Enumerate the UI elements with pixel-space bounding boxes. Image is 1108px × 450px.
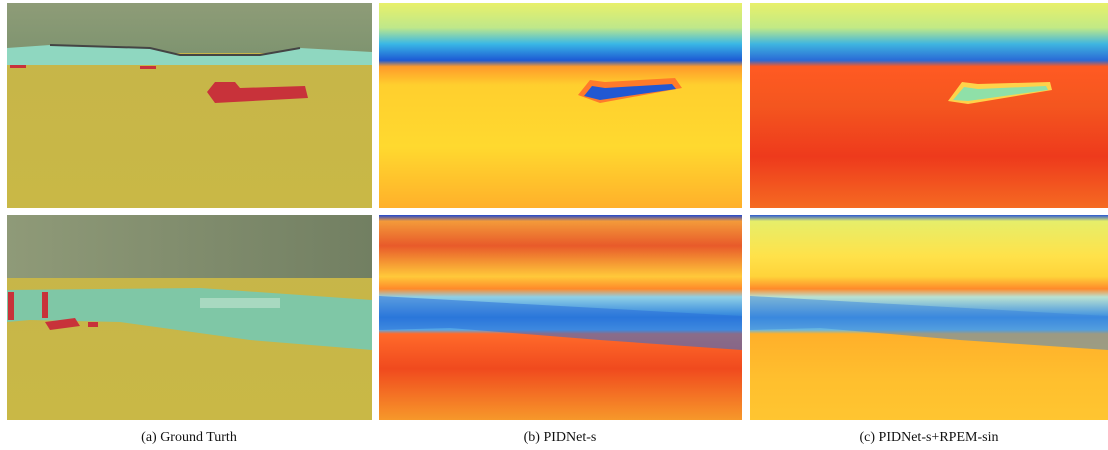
- caption: (c) PIDNet-s+RPEM-sin: [860, 430, 999, 445]
- heatmap-rpem-1: [750, 3, 1108, 208]
- ground-truth-1: [7, 3, 372, 208]
- heatmap-pidnet-1: [379, 3, 742, 208]
- caption: (b) PIDNet-s: [524, 430, 597, 445]
- heatmap-rpem-2: [750, 215, 1108, 420]
- ground-truth-2: [7, 215, 372, 420]
- caption: (a) Ground Turth: [141, 430, 237, 445]
- heatmap-pidnet-2: [379, 215, 742, 420]
